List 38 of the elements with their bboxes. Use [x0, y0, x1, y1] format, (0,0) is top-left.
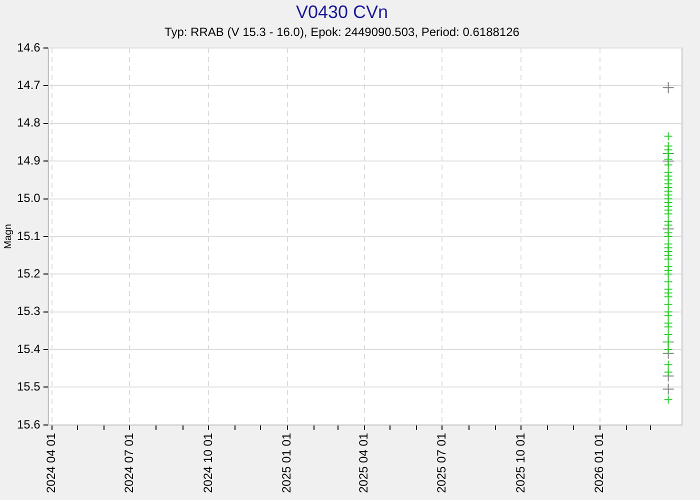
- x-tick-label: 2024 10 01: [200, 432, 215, 494]
- y-tick-label: 15.3: [16, 304, 41, 318]
- point: [664, 277, 673, 286]
- y-tick-label: 15.6: [16, 417, 41, 432]
- x-tick-label: 2025 07 01: [434, 432, 449, 494]
- y-tick-label: 14.8: [16, 116, 41, 130]
- x-tick-label: 2024 04 01: [44, 432, 58, 494]
- point: [664, 254, 673, 264]
- point: [664, 368, 673, 377]
- y-tick-label: 15.5: [16, 380, 41, 394]
- y-tick-label: 15.0: [16, 191, 41, 206]
- point: [664, 154, 673, 164]
- chart-subtitle: Typ: RRAB (V 15.3 - 16.0), Epok: 2449090.503, Period: 0.6188126: [164, 25, 520, 40]
- y-tick-label: 15.4: [16, 342, 41, 356]
- chart-title: V0430 CVn: [296, 2, 388, 22]
- point: [664, 270, 673, 279]
- x-tick-label: 2025 01 01: [280, 432, 294, 494]
- point: [664, 132, 673, 141]
- point: [664, 220, 673, 230]
- x-tick-label: 2025 04 01: [356, 432, 371, 494]
- point: [664, 395, 673, 404]
- y-tick-label: 14.9: [16, 153, 41, 168]
- y-tick-label: 14.6: [16, 40, 41, 54]
- y-tick-label: 14.7: [16, 78, 41, 92]
- y-tick-label: 15.2: [16, 266, 41, 280]
- point: [664, 345, 673, 354]
- x-tick-label: 2025 10 01: [513, 432, 528, 494]
- point: [664, 160, 673, 170]
- x-tick-label: 2026 01 01: [592, 432, 606, 494]
- point: [664, 311, 673, 320]
- point: [662, 383, 674, 396]
- y-tick-label: 15.1: [16, 228, 41, 243]
- point: [664, 360, 673, 370]
- point: [664, 300, 673, 309]
- y-axis-title: Magn: [2, 224, 14, 249]
- point: [664, 330, 673, 339]
- point: [662, 82, 674, 94]
- x-tick-label: 2024 07 01: [122, 432, 136, 494]
